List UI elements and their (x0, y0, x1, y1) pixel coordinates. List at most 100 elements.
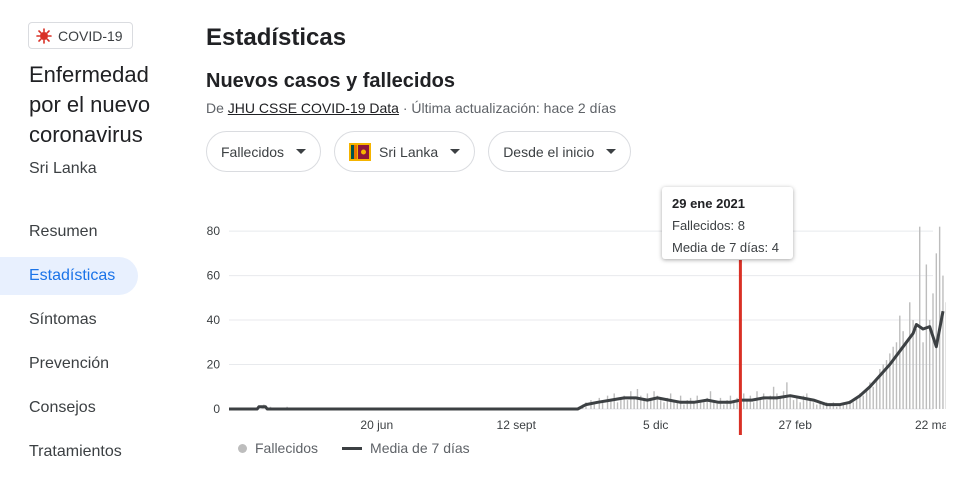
bar (889, 353, 891, 409)
bar (759, 397, 762, 409)
bar (733, 402, 735, 409)
country-dropdown-label: Sri Lanka (379, 143, 439, 160)
location-subtitle: Sri Lanka (29, 160, 97, 177)
bar (829, 404, 831, 409)
average-line (229, 310, 945, 411)
sidebar-nav: Resumen Estadísticas Síntomas Prevención… (0, 210, 150, 474)
sidebar-item-sintomas[interactable]: Síntomas (29, 311, 97, 328)
legend-line-label: Media de 7 días (370, 440, 470, 456)
bar (613, 393, 615, 409)
bar (835, 406, 838, 409)
bar (683, 404, 685, 409)
bar (899, 315, 901, 409)
x-tick-label: 12 sept (497, 418, 537, 432)
covid-chip-label: COVID-19 (58, 27, 123, 44)
bar (816, 404, 818, 409)
y-tick-label: 40 (207, 313, 221, 327)
metric-dropdown[interactable]: Fallecidos (206, 131, 322, 172)
bar (919, 226, 921, 409)
sri-lanka-flag-icon (349, 142, 372, 161)
bar (819, 402, 821, 409)
bar (723, 404, 725, 409)
bar (676, 402, 679, 409)
bar (606, 395, 609, 409)
bar (623, 395, 625, 409)
topic-title: Enfermedad por el nuevo coronavirus (29, 62, 151, 147)
bar (849, 400, 851, 409)
bar (869, 382, 871, 409)
chart-tooltip: 29 ene 2021 Fallecidos: 8 Media de 7 día… (662, 187, 793, 259)
sidebar-item-tratamientos[interactable]: Tratamientos (29, 443, 122, 460)
metric-dropdown-label: Fallecidos (221, 143, 285, 160)
deaths-chart[interactable]: 0 20 40 60 80 20 jun 12 sept 5 dic 27 feb 22 may (196, 180, 946, 440)
grid-lines (229, 230, 933, 410)
bar (736, 397, 738, 409)
bar (925, 264, 928, 409)
bar (630, 391, 632, 409)
bar (809, 400, 811, 409)
bar (610, 400, 612, 409)
legend-bars-label: Fallecidos (255, 440, 319, 456)
bar (839, 404, 841, 409)
source-prefix: De (206, 100, 228, 116)
tooltip-date: 29 ene 2021 (672, 196, 746, 211)
bar (746, 400, 748, 409)
virus-icon (36, 27, 52, 44)
bar (693, 402, 695, 409)
bar (799, 402, 801, 409)
bar (875, 377, 878, 409)
bar (650, 397, 652, 409)
section-title: Nuevos casos y fallecidos (206, 70, 456, 92)
bar (902, 331, 904, 409)
bar (905, 342, 908, 409)
sidebar-item-consejos[interactable]: Consejos (29, 399, 96, 416)
y-tick-label: 80 (207, 224, 221, 238)
sidebar-item-estadisticas[interactable]: Estadísticas (0, 257, 138, 295)
x-tick-label: 22 may (915, 418, 946, 432)
bar (666, 397, 669, 409)
bar (782, 391, 785, 409)
x-tick-label: 20 jun (360, 418, 393, 432)
bar (769, 395, 771, 409)
bar (626, 400, 629, 409)
source-line: De JHU CSSE COVID-19 Data · Última actua… (206, 100, 616, 116)
country-dropdown[interactable]: Sri Lanka (334, 131, 476, 172)
bar (706, 397, 708, 409)
tooltip-average: Media de 7 días: 4 (672, 240, 779, 255)
bar (806, 393, 808, 409)
bar (922, 342, 924, 409)
page-title: Estadísticas (206, 24, 347, 51)
sidebar-item-resumen[interactable]: Resumen (29, 223, 98, 240)
bar (716, 402, 718, 409)
filter-bar: Fallecidos Sri Lanka Desde el inicio (206, 131, 632, 172)
bar (882, 364, 884, 409)
bar (633, 397, 635, 409)
bar (852, 402, 855, 409)
chevron-down-icon (296, 149, 307, 154)
sidebar-item-prevencion[interactable]: Prevención (29, 355, 110, 372)
x-tick-label: 5 dic (643, 418, 668, 432)
bar (703, 402, 705, 409)
covid-chip[interactable]: COVID-19 (28, 22, 133, 49)
bar (779, 397, 781, 409)
bar (928, 320, 931, 409)
bar (789, 395, 791, 409)
bar (859, 393, 861, 409)
legend-bars-swatch (238, 443, 247, 453)
source-link[interactable]: JHU CSSE COVID-19 Data (227, 100, 399, 116)
bar (776, 393, 778, 409)
bar (879, 368, 881, 409)
bar (762, 393, 765, 409)
bar (822, 404, 825, 409)
bar (855, 397, 858, 409)
source-suffix: · Última actualización: hace 2 días (398, 100, 617, 116)
bar (616, 402, 619, 409)
bar (713, 400, 715, 409)
range-dropdown[interactable]: Desde el inicio (488, 131, 632, 172)
y-tick-label: 60 (207, 269, 221, 283)
bar (620, 397, 622, 409)
bar (643, 400, 645, 409)
bar (796, 397, 798, 409)
range-dropdown-label: Desde el inicio (503, 143, 595, 160)
tooltip-deaths: Fallecidos: 8 (672, 218, 745, 233)
